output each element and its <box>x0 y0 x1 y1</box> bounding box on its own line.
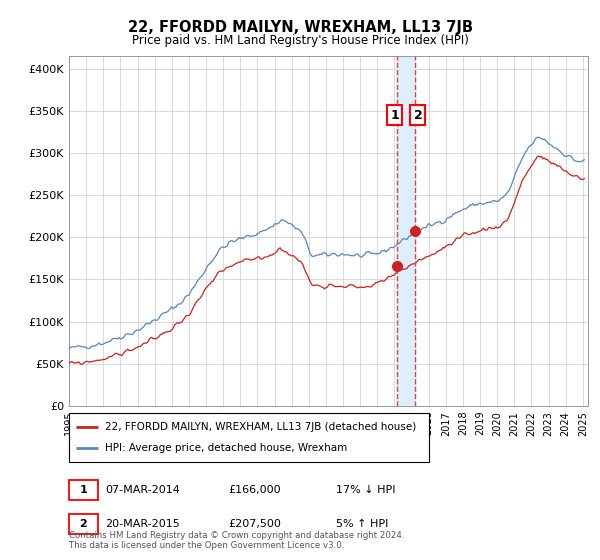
Text: 1: 1 <box>80 485 87 495</box>
Text: 1: 1 <box>391 109 399 122</box>
Bar <box>397 56 415 406</box>
Text: 22, FFORDD MAILYN, WREXHAM, LL13 7JB (detached house): 22, FFORDD MAILYN, WREXHAM, LL13 7JB (de… <box>105 422 416 432</box>
Text: £207,500: £207,500 <box>228 519 281 529</box>
Text: HPI: Average price, detached house, Wrexham: HPI: Average price, detached house, Wrex… <box>105 443 347 453</box>
Text: 22, FFORDD MAILYN, WREXHAM, LL13 7JB: 22, FFORDD MAILYN, WREXHAM, LL13 7JB <box>128 20 473 35</box>
Text: 2: 2 <box>413 109 422 122</box>
Text: 17% ↓ HPI: 17% ↓ HPI <box>336 485 395 495</box>
FancyBboxPatch shape <box>69 413 429 462</box>
Text: 07-MAR-2014: 07-MAR-2014 <box>105 485 180 495</box>
Text: 2: 2 <box>80 519 87 529</box>
Text: 20-MAR-2015: 20-MAR-2015 <box>105 519 180 529</box>
Text: Price paid vs. HM Land Registry's House Price Index (HPI): Price paid vs. HM Land Registry's House … <box>131 34 469 46</box>
Text: £166,000: £166,000 <box>228 485 281 495</box>
Text: 5% ↑ HPI: 5% ↑ HPI <box>336 519 388 529</box>
Text: Contains HM Land Registry data © Crown copyright and database right 2024.
This d: Contains HM Land Registry data © Crown c… <box>69 530 404 550</box>
